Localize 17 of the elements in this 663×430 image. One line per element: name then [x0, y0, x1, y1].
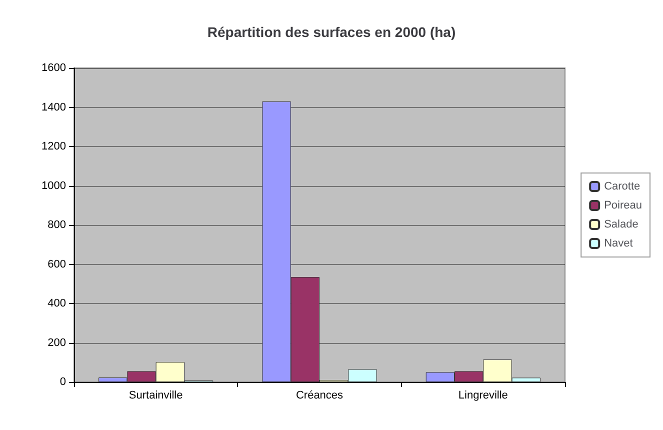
y-tick-label: 200 — [48, 336, 66, 349]
y-tick-label: 600 — [48, 258, 66, 270]
x-tick-label: Créances — [296, 390, 344, 402]
y-tick-label: 1600 — [42, 62, 66, 74]
y-tick-label: 1000 — [42, 180, 66, 192]
y-tick-label: 1400 — [42, 101, 66, 114]
x-tick-label: Surtainville — [128, 390, 183, 402]
y-tick-label: 1200 — [42, 140, 66, 152]
chart-title: Répartition des surfaces en 2000 (ha) — [207, 24, 456, 40]
y-tick-label: 400 — [48, 298, 66, 310]
legend-label: Carotte — [604, 180, 640, 192]
y-tick-label: 800 — [48, 219, 66, 231]
legend-label: Poireau — [604, 200, 642, 212]
y-tick-label: 0 — [60, 376, 66, 388]
legend-label: Navet — [604, 238, 633, 250]
legend-label: Salade — [604, 218, 638, 230]
x-tick-label: Lingreville — [458, 390, 508, 402]
